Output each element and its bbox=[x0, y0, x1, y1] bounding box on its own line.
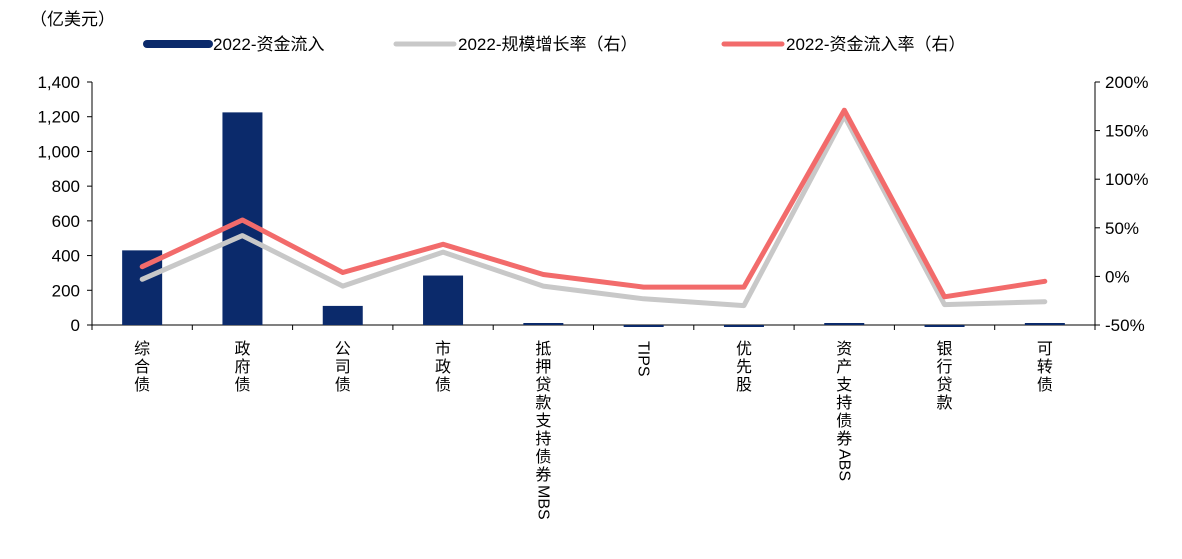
right-tick-label: 50% bbox=[1105, 219, 1139, 238]
x-tick-label-char: 先 bbox=[736, 358, 752, 376]
x-tick-label-char: 行 bbox=[937, 358, 953, 376]
right-tick-label: 200% bbox=[1105, 73, 1148, 92]
x-tick-label-latin: MBS bbox=[534, 485, 551, 520]
legend: 2022-资金流入 2022-规模增长率（右） 2022-资金流入率（右） bbox=[143, 35, 965, 54]
legend-label: 2022-资金流入率（右） bbox=[786, 35, 965, 54]
x-tick-label: 优先股 bbox=[736, 340, 752, 394]
left-tick-label: 1,000 bbox=[37, 142, 80, 161]
x-tick-label: 可转债 bbox=[1037, 341, 1053, 394]
legend-label: 2022-规模增长率（右） bbox=[458, 35, 637, 54]
left-tick-label: 1,400 bbox=[37, 73, 80, 92]
x-tick-label: 综合债 bbox=[134, 340, 150, 394]
right-tick-label: 150% bbox=[1105, 122, 1148, 141]
x-tick-label-char: 押 bbox=[535, 358, 551, 376]
x-tick-label: 公司债 bbox=[335, 341, 351, 394]
bar bbox=[423, 275, 464, 325]
x-tick-label: TIPS bbox=[635, 341, 652, 377]
left-tick-label: 200 bbox=[52, 281, 80, 300]
legend-label: 2022-资金流入 bbox=[213, 35, 324, 54]
axes: 0 200 400 600 800 1,000 1,200 1,400 -50% 0% 50% 100… bbox=[37, 73, 1148, 335]
x-tick-label-char: 综 bbox=[134, 340, 150, 358]
left-tick-label: 1,200 bbox=[37, 108, 80, 127]
bar bbox=[523, 323, 564, 325]
x-tick-label-char: 可 bbox=[1037, 341, 1053, 358]
x-tick-label-char: 支 bbox=[836, 376, 852, 394]
x-tick-label-char: 政 bbox=[435, 358, 451, 376]
left-tick-label: 0 bbox=[71, 316, 80, 335]
x-tick-label-char: 公 bbox=[335, 341, 351, 358]
x-tick-label-char: 市 bbox=[435, 340, 451, 358]
bar bbox=[723, 325, 764, 327]
bar bbox=[623, 325, 664, 327]
right-tick-label: 100% bbox=[1105, 170, 1148, 189]
x-tick-label-char: 债 bbox=[1037, 376, 1053, 394]
x-tick-label-char: 债 bbox=[435, 376, 451, 394]
left-tick-label: 400 bbox=[52, 247, 80, 266]
x-tick-label-char: 支 bbox=[535, 412, 551, 430]
x-tick-label-char: 款 bbox=[937, 394, 953, 412]
x-tick-label: 市政债 bbox=[435, 340, 451, 394]
bar bbox=[1024, 323, 1065, 325]
x-tick-label-char: 款 bbox=[535, 394, 551, 412]
growth-rate-line bbox=[139, 113, 1048, 309]
line-series bbox=[139, 107, 1048, 309]
x-tick-label-char: 持 bbox=[836, 394, 852, 412]
x-tick-label-char: 持 bbox=[535, 430, 551, 448]
bar bbox=[924, 325, 965, 327]
bar-series bbox=[122, 112, 1065, 327]
x-tick-label-char: 合 bbox=[134, 358, 150, 376]
x-tick-label-char: 股 bbox=[736, 376, 752, 394]
x-tick-label-char: 贷 bbox=[535, 376, 551, 394]
x-tick-label-char: 券 bbox=[535, 466, 551, 484]
bar bbox=[322, 305, 363, 325]
x-tick-label: 政府债 bbox=[234, 340, 250, 394]
x-tick-label-char: 司 bbox=[335, 359, 351, 376]
x-tick-label-char: 债 bbox=[535, 448, 551, 466]
right-tick-label: -50% bbox=[1105, 316, 1145, 335]
bar bbox=[824, 323, 865, 325]
x-tick-label-char: 贷 bbox=[937, 376, 953, 394]
inflow-rate-line bbox=[139, 107, 1048, 300]
x-tick-label-char: 债 bbox=[234, 376, 250, 394]
unit-label: （亿美元） bbox=[30, 10, 115, 29]
x-tick-label-char: 转 bbox=[1037, 358, 1053, 376]
x-tick-label-char: 银 bbox=[937, 340, 953, 358]
x-tick-label-char: 产 bbox=[836, 358, 852, 376]
x-tick-label-char: 政 bbox=[234, 340, 250, 358]
left-tick-label: 600 bbox=[52, 212, 80, 231]
x-tick-label-char: 抵 bbox=[535, 340, 551, 358]
x-tick-label-char: 优 bbox=[736, 340, 752, 358]
right-tick-label: 0% bbox=[1105, 267, 1130, 286]
x-tick-label-char: 债 bbox=[836, 412, 852, 430]
x-tick-label-char: 券 bbox=[836, 430, 852, 448]
x-tick-label-char: 资 bbox=[836, 340, 852, 358]
legend-item: 2022-资金流入率（右） bbox=[721, 35, 965, 54]
x-tick-label-char: 债 bbox=[335, 376, 351, 394]
left-tick-label: 800 bbox=[52, 177, 80, 196]
legend-item: 2022-规模增长率（右） bbox=[393, 35, 637, 54]
x-tick-label-char: 府 bbox=[234, 358, 250, 376]
x-tick-label-char: 债 bbox=[134, 376, 150, 394]
x-tick-label-latin: ABS bbox=[835, 449, 852, 481]
legend-item: 2022-资金流入 bbox=[143, 35, 324, 54]
